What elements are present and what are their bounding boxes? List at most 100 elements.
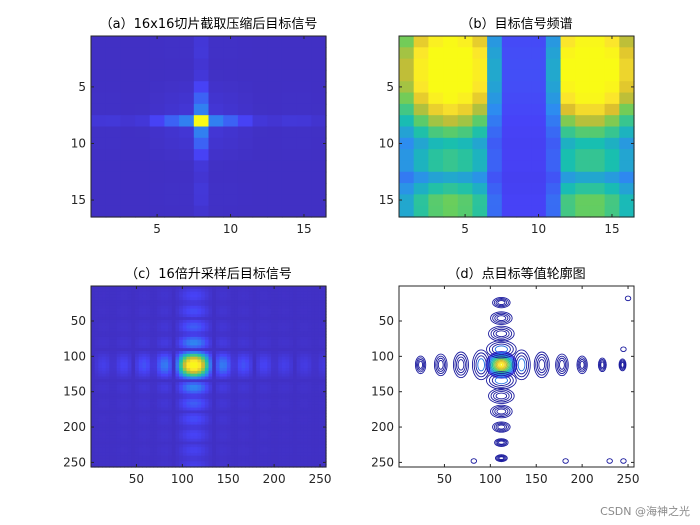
heatmap-cell	[91, 319, 96, 324]
heatmap-cell	[131, 444, 136, 448]
heatmap-cell	[120, 325, 125, 330]
heatmap-cell	[175, 300, 180, 304]
heatmap-cell	[215, 418, 221, 423]
heatmap-cell	[289, 294, 294, 298]
heatmap-cell	[303, 384, 309, 389]
heatmap-cell	[142, 336, 147, 341]
heatmap-cell	[120, 365, 125, 369]
heatmap-cell	[215, 317, 221, 321]
heatmap-cell	[201, 302, 206, 307]
heatmap-cell	[157, 300, 162, 304]
heatmap-cell	[208, 416, 213, 420]
heatmap-cell	[142, 345, 147, 349]
heatmap-cell	[127, 311, 132, 315]
heatmap-cell	[322, 286, 327, 290]
heatmap-cell	[307, 438, 312, 443]
heatmap-cell	[296, 194, 312, 207]
heatmap-cell	[245, 435, 250, 440]
heatmap-cell	[248, 305, 254, 310]
heatmap-cell	[472, 58, 488, 71]
heatmap-cell	[237, 342, 243, 346]
heatmap-cell	[263, 393, 268, 397]
heatmap-cell	[314, 441, 320, 445]
heatmap-cell	[289, 291, 294, 296]
heatmap-cell	[102, 348, 107, 352]
heatmap-cell	[98, 379, 103, 383]
heatmap-cell	[267, 345, 272, 349]
heatmap-cell	[248, 348, 254, 352]
heatmap-cell	[153, 384, 158, 389]
watermark: CSDN @海神之光	[600, 505, 690, 518]
heatmap-cell	[109, 376, 114, 380]
heatmap-cell	[138, 416, 144, 420]
heatmap-cell	[215, 382, 221, 386]
heatmap-cell	[120, 317, 125, 321]
heatmap-cell	[142, 444, 147, 448]
heatmap-cell	[142, 433, 147, 437]
heatmap-cell	[168, 342, 173, 346]
heatmap-cell	[237, 160, 254, 173]
heatmap-cell	[149, 399, 155, 403]
heatmap-cell	[472, 69, 488, 82]
heatmap-cell	[138, 325, 144, 330]
heatmap-cell	[267, 430, 272, 434]
heatmap-cell	[241, 359, 246, 363]
heatmap-cell	[237, 362, 243, 366]
heatmap-cell	[197, 302, 202, 307]
heatmap-cell	[226, 294, 232, 298]
heatmap-cell	[149, 401, 155, 406]
heatmap-cell	[105, 450, 110, 454]
heatmap-cell	[164, 328, 169, 332]
heatmap-cell	[219, 368, 224, 372]
heatmap-cell	[138, 382, 144, 386]
heatmap-cell	[208, 334, 213, 338]
heatmap-cell	[171, 334, 177, 338]
heatmap-cell	[190, 334, 195, 338]
heatmap-cell	[157, 379, 162, 383]
heatmap-cell	[157, 382, 162, 386]
heatmap-cell	[179, 455, 184, 460]
heatmap-cell	[135, 351, 140, 355]
heatmap-cell	[241, 396, 246, 400]
heatmap-cell	[303, 416, 309, 420]
heatmap-cell	[248, 286, 254, 290]
heatmap-cell	[296, 331, 301, 335]
heatmap-cell	[186, 413, 191, 417]
heatmap-cell	[160, 387, 166, 392]
heatmap-cell	[322, 348, 327, 352]
heatmap-cell	[318, 365, 323, 369]
x-tick-label: 10	[531, 222, 546, 236]
heatmap-cell	[153, 302, 158, 307]
heatmap-cell	[270, 433, 276, 437]
heatmap-cell	[289, 370, 294, 375]
heatmap-cell	[120, 387, 125, 392]
heatmap-cell	[300, 297, 305, 301]
heatmap-cell	[289, 365, 294, 369]
heatmap-cell	[197, 336, 202, 341]
contour-line	[498, 440, 505, 445]
heatmap-cell	[234, 339, 239, 344]
heatmap-cell	[292, 438, 298, 443]
heatmap-cell	[322, 458, 327, 462]
heatmap-cell	[223, 317, 228, 321]
heatmap-cell	[138, 396, 144, 400]
heatmap-cell	[179, 351, 184, 355]
heatmap-cell	[138, 452, 144, 457]
heatmap-cell	[303, 427, 309, 431]
heatmap-cell	[175, 362, 180, 366]
heatmap-cell	[219, 433, 224, 437]
heatmap-cell	[149, 418, 155, 423]
heatmap-cell	[204, 376, 210, 380]
heatmap-cell	[113, 368, 118, 372]
heatmap-cell	[138, 336, 144, 341]
heatmap-cell	[102, 399, 107, 403]
heatmap-cell	[164, 69, 180, 82]
heatmap-cell	[311, 317, 316, 321]
heatmap-cell	[186, 447, 191, 451]
heatmap-cell	[457, 205, 474, 218]
heatmap-cell	[164, 36, 180, 48]
heatmap-cell	[157, 452, 162, 457]
contour-line	[475, 355, 487, 375]
heatmap-cell	[604, 205, 620, 218]
heatmap-cell	[303, 359, 309, 363]
